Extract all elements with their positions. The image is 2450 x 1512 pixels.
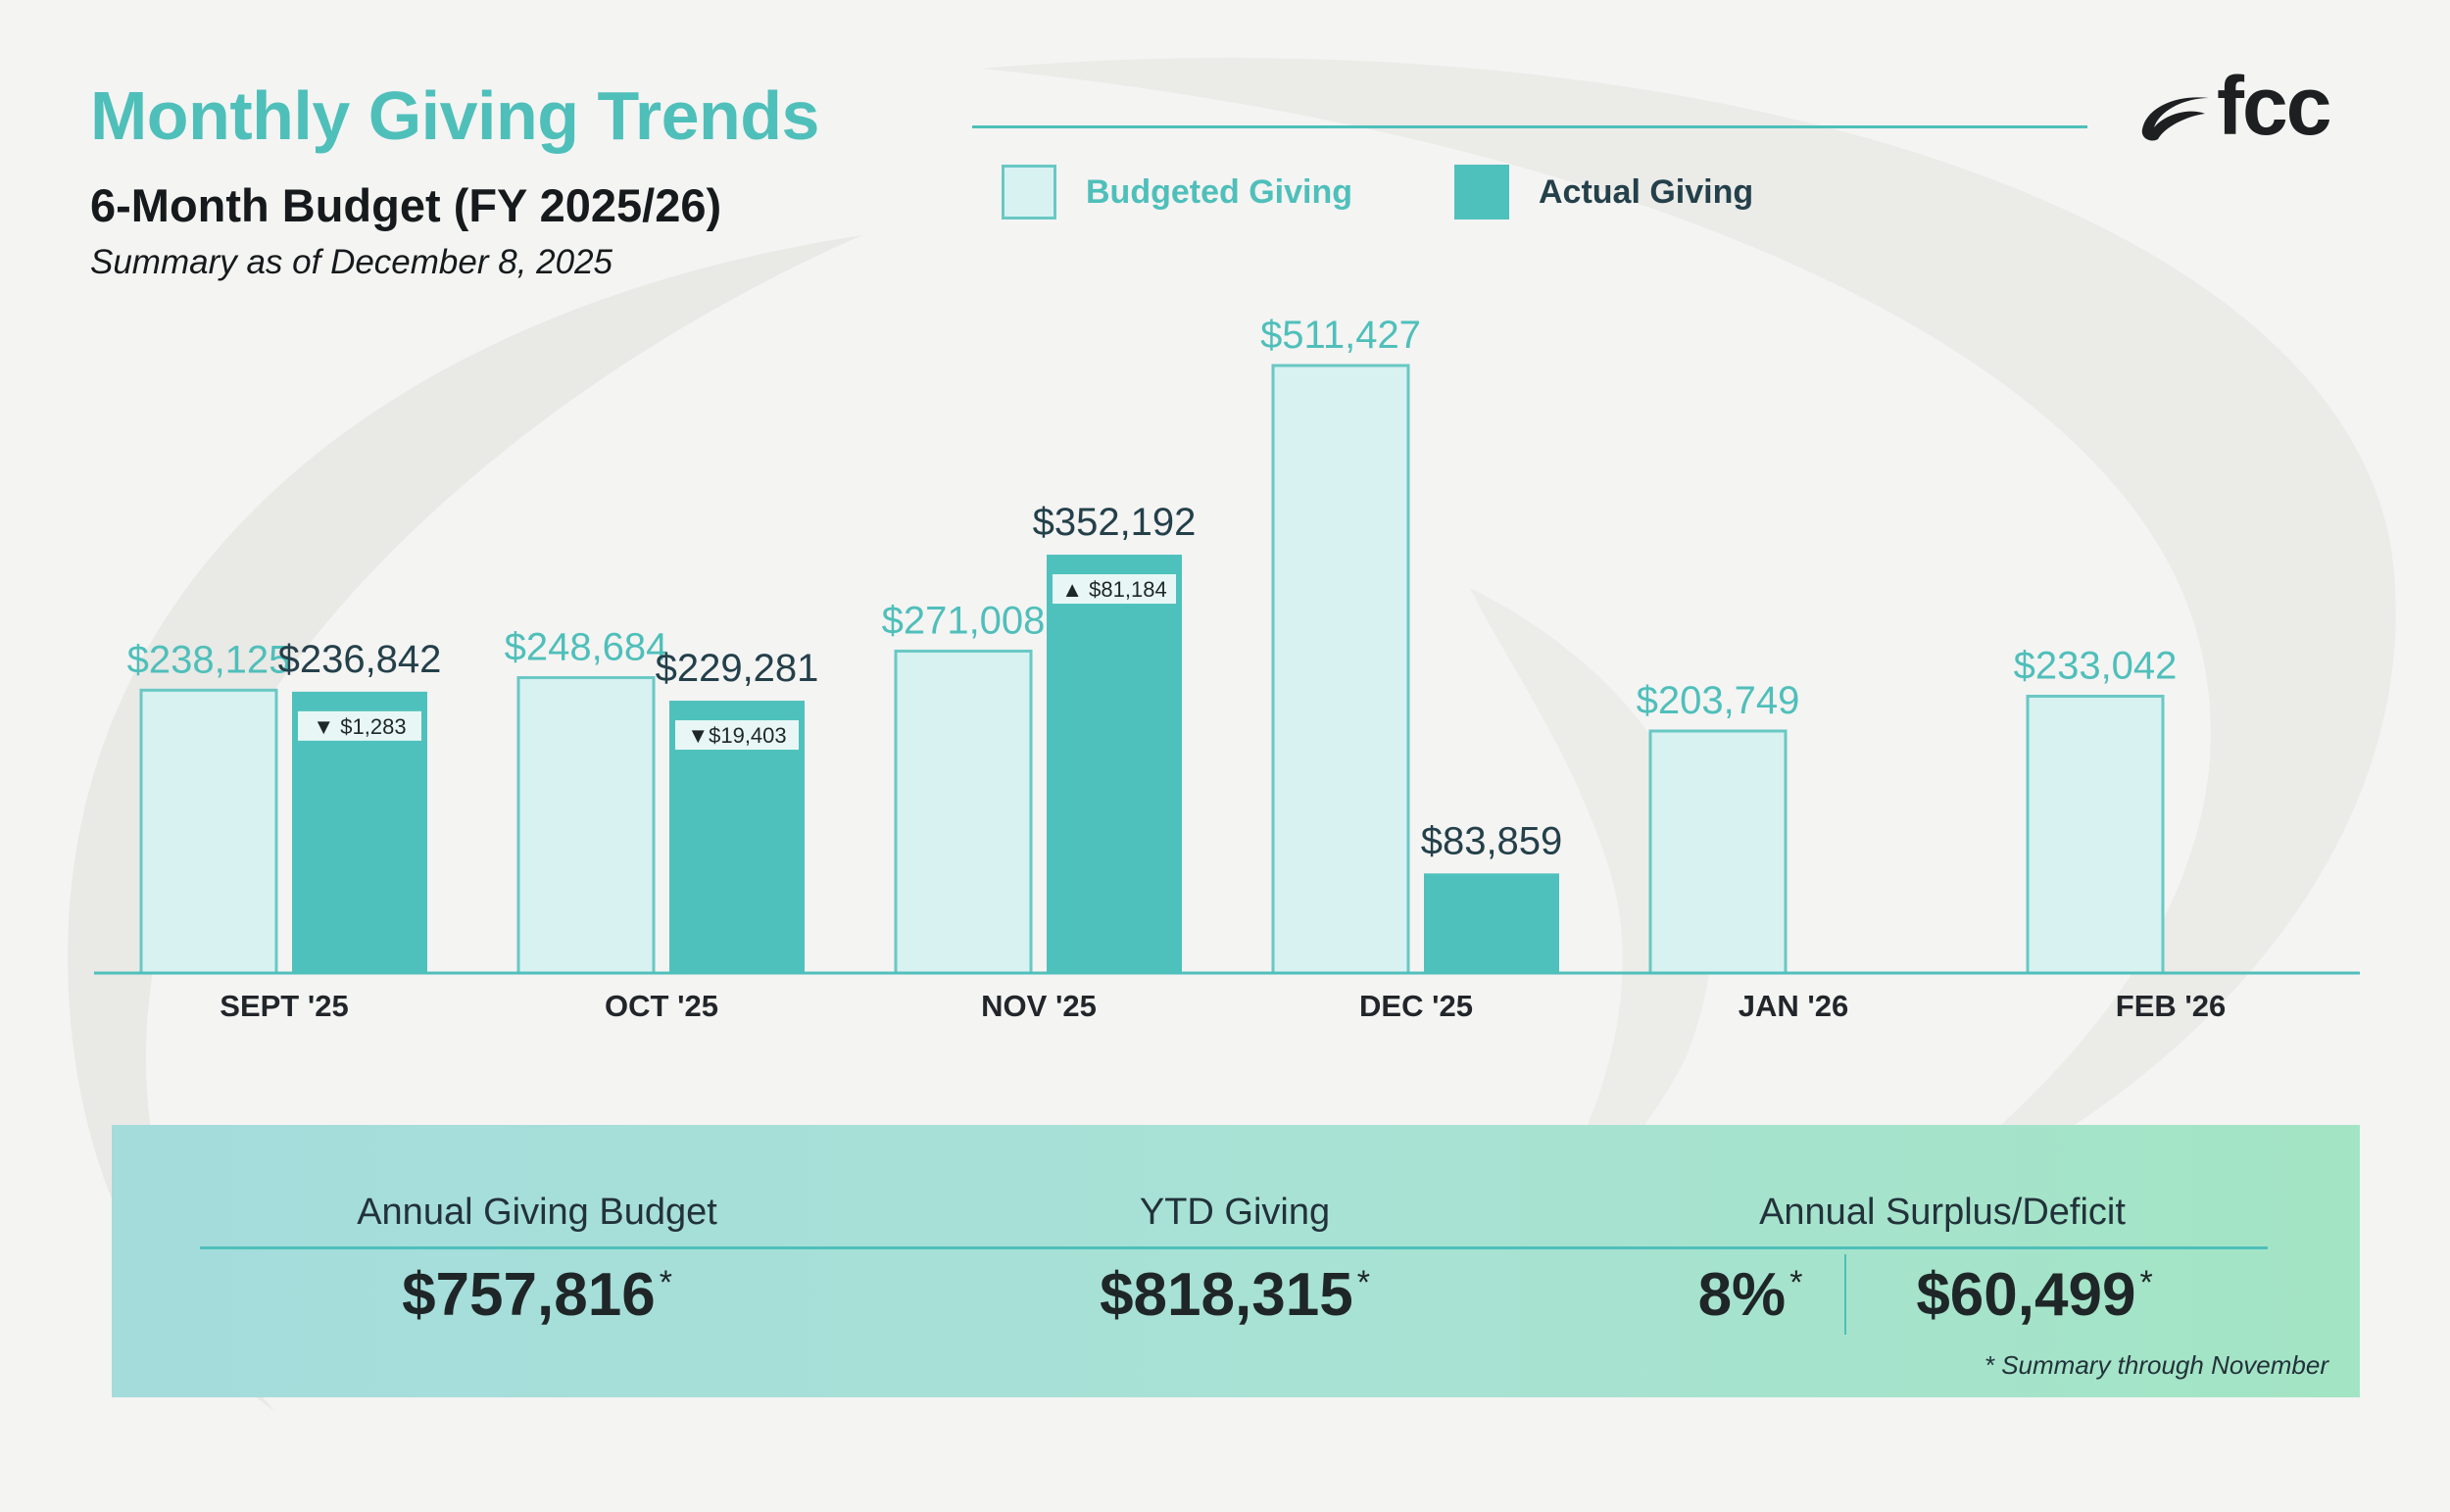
ytd-giving-amount: $818,315: [1100, 1261, 1353, 1329]
label-budget-0: $238,125: [127, 638, 291, 681]
as-of-date: Summary as of December 8, 2025: [90, 243, 613, 281]
page-subtitle: 6-Month Budget (FY 2025/26): [90, 179, 722, 231]
surplus-divider: [1844, 1254, 1846, 1335]
ytd-giving-asterisk: *: [1356, 1264, 1370, 1301]
category-label-4: JAN '26: [1739, 989, 1848, 1023]
bar-actual-2: [1047, 555, 1182, 973]
category-label-0: SEPT '25: [220, 989, 348, 1023]
bar-actual-3: [1424, 873, 1559, 973]
label-actual-2: $352,192: [1033, 501, 1197, 544]
bar-budget-0: [139, 688, 278, 975]
surplus-amount-value: $60,499 *: [1916, 1260, 2152, 1330]
surplus-percent: 8%: [1697, 1261, 1787, 1329]
category-label-3: DEC '25: [1359, 989, 1473, 1023]
ytd-giving-label: YTD Giving: [1139, 1192, 1331, 1233]
category-label-2: NOV '25: [981, 989, 1097, 1023]
label-budget-1: $248,684: [505, 626, 668, 669]
legend-label-budgeted: Budgeted Giving: [1086, 172, 1352, 211]
category-label-1: OCT '25: [605, 989, 718, 1023]
bar-budget-2: [894, 649, 1033, 975]
surplus-amount: $60,499: [1916, 1261, 2136, 1329]
variance-label-1: ▼$19,403: [687, 723, 786, 748]
page-title: Monthly Giving Trends: [90, 77, 819, 154]
legend-label-actual: Actual Giving: [1539, 172, 1754, 211]
label-budget-2: $271,008: [882, 599, 1046, 642]
surplus-percent-value: 8% *: [1698, 1260, 1803, 1330]
label-actual-1: $229,281: [656, 647, 819, 690]
logo-wordmark: fcc: [2217, 60, 2331, 152]
variance-badge-1: [675, 720, 799, 751]
summary-rule: [200, 1246, 2268, 1249]
annual-budget-value: $757,816 *: [402, 1260, 672, 1330]
label-budget-5: $233,042: [2014, 644, 2178, 687]
ytd-giving-value: $818,315 *: [1100, 1260, 1370, 1330]
label-actual-0: $236,842: [278, 638, 442, 681]
surplus-amount-asterisk: *: [2139, 1264, 2153, 1301]
variance-label-0: ▼ $1,283: [313, 714, 406, 739]
summary-footnote: * Summary through November: [1984, 1350, 2328, 1380]
bar-budget-4: [1648, 729, 1788, 975]
label-budget-4: $203,749: [1637, 679, 1800, 722]
header-rule: [972, 125, 2087, 128]
legend-actual: Actual Giving: [1454, 163, 1753, 221]
label-budget-3: $511,427: [1260, 314, 1421, 357]
annual-budget-amount: $757,816: [402, 1261, 656, 1329]
bar-budget-5: [2026, 694, 2165, 975]
bar-chart: $238,125$236,842 ▼ $1,283 SEPT '25 $248,684…: [94, 314, 2360, 1023]
annual-budget-asterisk: *: [659, 1264, 672, 1301]
label-actual-3: $83,859: [1421, 819, 1563, 862]
fcc-logo-icon: [2141, 97, 2209, 141]
variance-badge-0: [298, 710, 421, 741]
variance-label-2: ▲ $81,184: [1061, 577, 1166, 602]
bar-budget-3: [1271, 364, 1410, 975]
bar-budget-1: [516, 676, 656, 975]
legend-budgeted: Budgeted Giving: [1002, 163, 1352, 221]
summary-panel: Annual Giving Budget YTD Giving Annual S…: [112, 1125, 2360, 1397]
legend-swatch-actual: [1454, 165, 1509, 219]
annual-budget-label: Annual Giving Budget: [357, 1192, 717, 1233]
surplus-percent-asterisk: *: [1789, 1264, 1803, 1301]
variance-badge-2: [1053, 574, 1176, 605]
surplus-deficit-label: Annual Surplus/Deficit: [1759, 1192, 2126, 1233]
legend-swatch-budgeted: [1002, 165, 1056, 219]
category-label-5: FEB '26: [2116, 989, 2226, 1023]
